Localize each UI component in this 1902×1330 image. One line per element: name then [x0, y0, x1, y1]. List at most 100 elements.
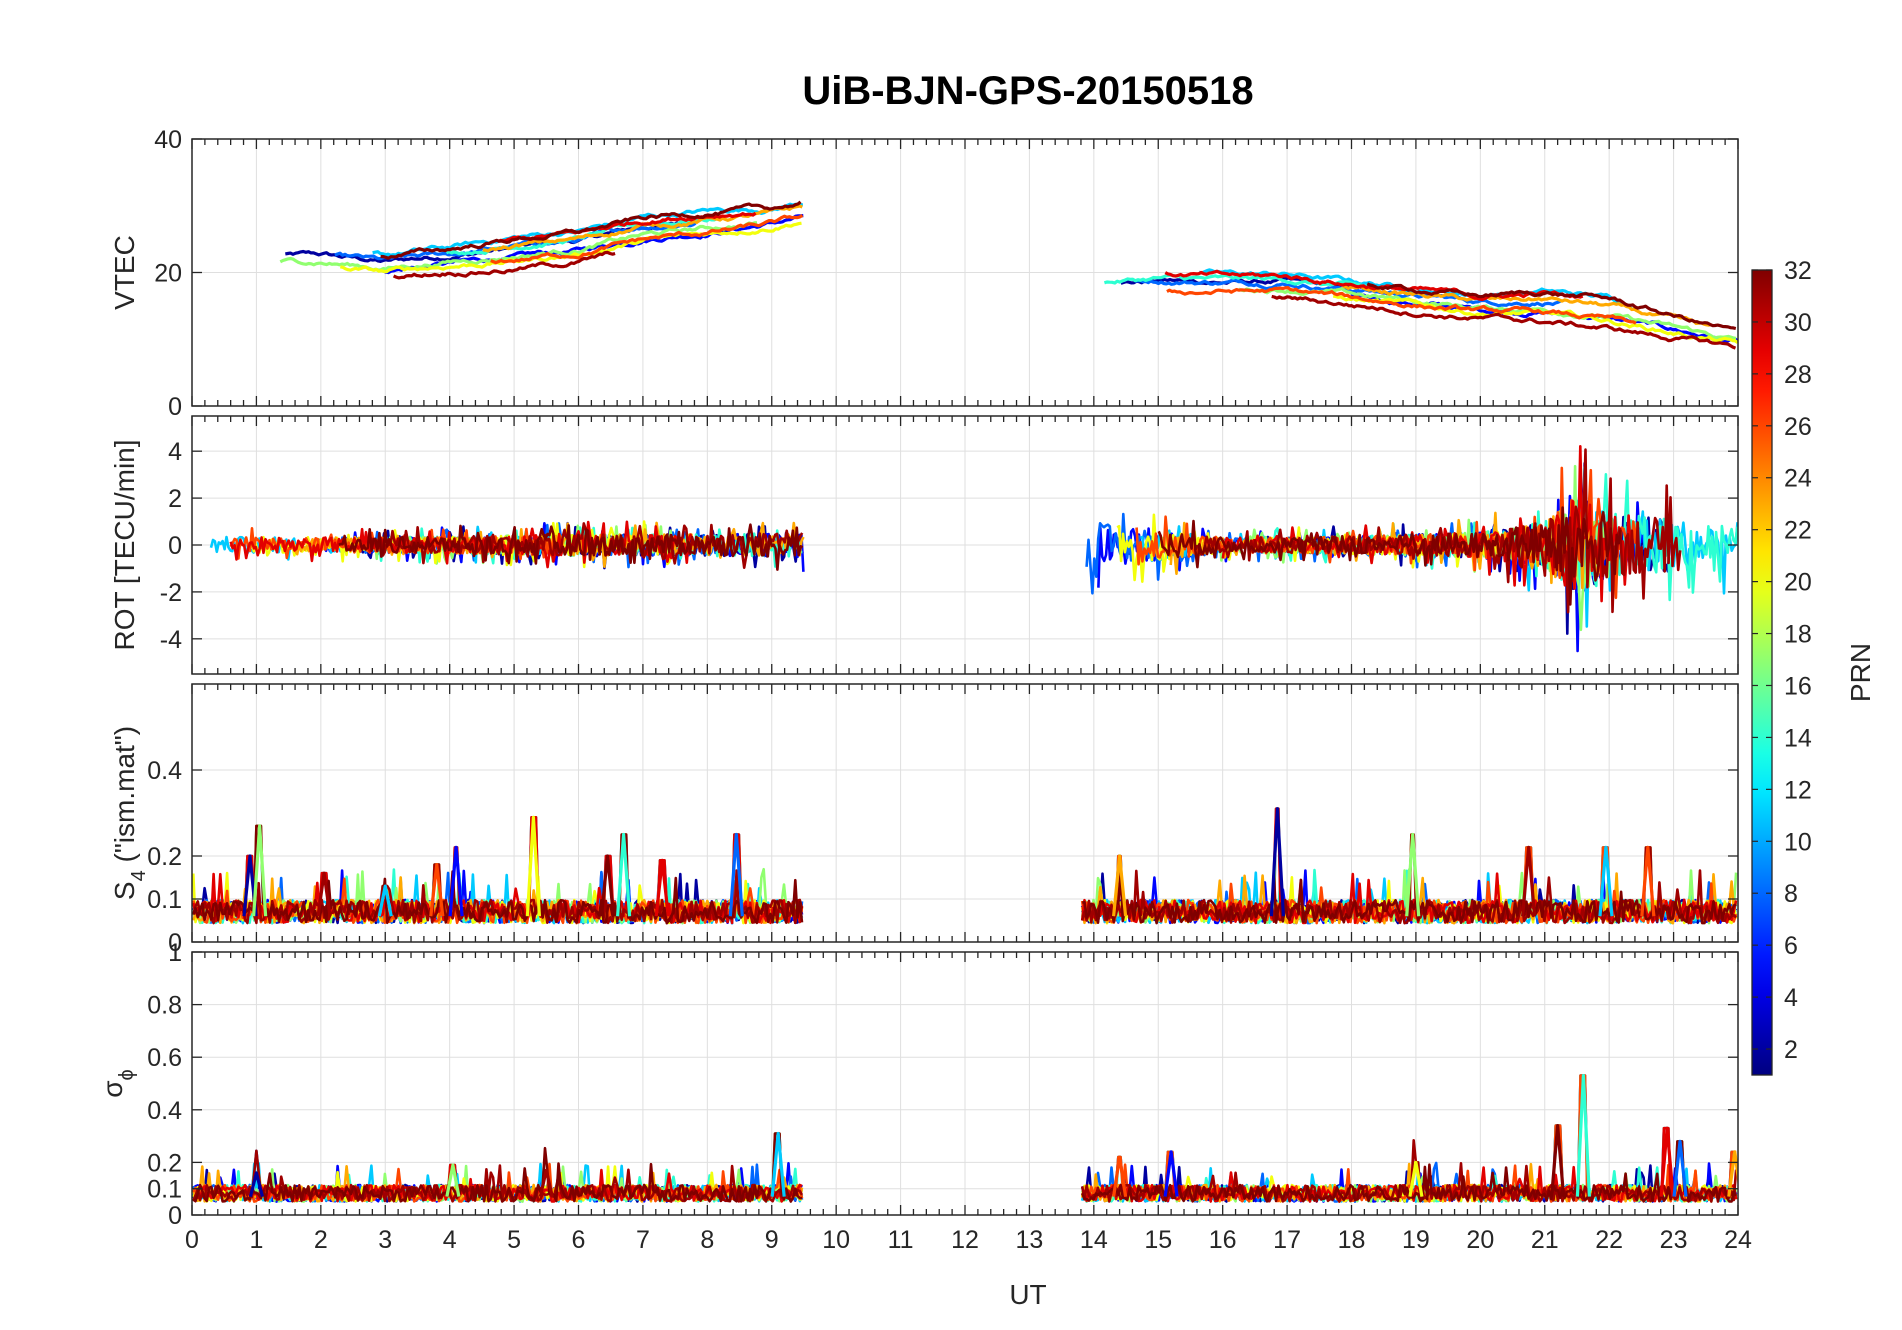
spike-mark [770, 1131, 786, 1197]
x-tick-label: 14 [1080, 1226, 1108, 1254]
spike-mark [1269, 807, 1286, 917]
x-tick-label: 20 [1466, 1226, 1494, 1254]
colorbar-tick-label: 24 [1784, 465, 1812, 493]
x-tick-label: 13 [1016, 1226, 1044, 1254]
vtec-prn-17 [279, 221, 758, 272]
x-tick-label: 24 [1724, 1226, 1752, 1254]
y-tick-label: 0.2 [147, 843, 182, 871]
x-axis-label: UT [1009, 1279, 1046, 1310]
panel-vtec: 0 20 40 VTEC [109, 126, 1739, 421]
x-tick-label: 0 [185, 1226, 199, 1254]
vtec-prn-32 [380, 200, 802, 260]
rot-prn-31 [1193, 448, 1682, 614]
y-axis-label-subscript: 4 [128, 870, 150, 881]
y-tick-label: 0.1 [147, 1176, 182, 1204]
y-tick-label: 0 [168, 532, 182, 560]
colorbar-label: PRN [1845, 643, 1876, 702]
y-axis-label-vtec: VTEC [109, 235, 140, 310]
series-vtec [279, 200, 1738, 350]
colorbar-tick-label: 12 [1784, 776, 1812, 804]
vtec-prn-26 [490, 214, 804, 265]
y-axis-label-tail: ("ism.mat") [109, 726, 140, 870]
panel-rot: -4 -2 0 2 4 ROT [TECU/min] [109, 415, 1739, 675]
colorbar-tick-label: 30 [1784, 309, 1812, 337]
x-tick-label: 6 [572, 1226, 586, 1254]
colorbar-tick-label: 4 [1784, 984, 1798, 1012]
spike-mark [377, 884, 393, 917]
x-tick-label: 9 [765, 1226, 779, 1254]
spike-mark [728, 832, 744, 917]
spike-mark [1672, 1139, 1688, 1197]
ticks-sigma [191, 951, 1739, 1216]
x-tick-label: 10 [822, 1226, 850, 1254]
y-axis-label-text: ROT [TECU/min] [109, 439, 140, 650]
colorbar-tick-label: 10 [1784, 828, 1812, 856]
grid-vtec [191, 138, 1739, 407]
spike-mark [1521, 845, 1537, 917]
x-tick-label: 18 [1338, 1226, 1366, 1254]
y-axis-label-rot: ROT [TECU/min] [109, 439, 140, 650]
spike-mark [1112, 1155, 1128, 1197]
y-tick-label: 0 [168, 1202, 182, 1230]
spike-mark [1598, 845, 1614, 917]
panel-sigma: 00.10.2 0.4 0.6 0.8 1 σϕ [97, 939, 1739, 1230]
colorbar-tick-label: 22 [1784, 517, 1812, 545]
colorbar-tick-label: 32 [1784, 257, 1812, 285]
spike-mark [248, 1171, 264, 1197]
spike-mark [1405, 832, 1421, 917]
x-tick-label: 22 [1595, 1226, 1623, 1254]
vtec-prn-31 [1271, 294, 1737, 350]
spike-mark [599, 854, 616, 917]
y-tick-label: 0.4 [147, 757, 182, 785]
y-tick-label: 0.8 [147, 992, 182, 1020]
vtec-prn-32 [1366, 282, 1737, 331]
spike-mark [654, 858, 670, 917]
colorbar-tick-label: 16 [1784, 672, 1812, 700]
series-s4 [192, 807, 1738, 925]
y-tick-label: -4 [160, 626, 182, 654]
y-axis-label-subscript: ϕ [116, 1069, 138, 1080]
x-tick-label: 23 [1660, 1226, 1688, 1254]
y-tick-label: 0.4 [147, 1097, 182, 1125]
spike-mark [1659, 1126, 1675, 1197]
y-axis-label-text: S [109, 881, 140, 900]
colorbar-tick-label: 6 [1784, 932, 1798, 960]
vtec-prn-14 [1103, 273, 1370, 288]
y-tick-label: -2 [160, 579, 182, 607]
x-tick-label: 4 [443, 1226, 457, 1254]
y-axis-label-text: σ [97, 1080, 128, 1097]
colorbar-tick-label: 14 [1784, 724, 1812, 752]
spike-mark [445, 1163, 461, 1197]
s4-prn-32 [192, 824, 804, 925]
y-axis-label-s4: S4 ("ism.mat") [109, 726, 150, 900]
spike-mark [1163, 1150, 1179, 1197]
ticks-s4 [191, 684, 1739, 943]
spike-mark [1550, 1123, 1566, 1197]
vtec-prn-29 [497, 211, 757, 244]
series-rot [209, 445, 1738, 653]
colorbar-tick-label: 20 [1784, 569, 1812, 597]
vtec-prn-23 [1342, 284, 1712, 327]
sigma-prn-29 [192, 1163, 803, 1203]
y-tick-label: 0.6 [147, 1044, 182, 1072]
x-tick-label: 15 [1144, 1226, 1172, 1254]
spike-mark [615, 832, 632, 917]
y-tick-label: 0.1 [147, 886, 182, 914]
x-tick-label: 16 [1209, 1226, 1237, 1254]
x-tick-label: 2 [314, 1226, 328, 1254]
x-tick-label: 1 [249, 1226, 263, 1254]
colorbar-tick-label: 26 [1784, 413, 1812, 441]
colorbar-tick-label: 2 [1784, 1036, 1798, 1064]
spike-mark [538, 1168, 554, 1197]
rot-prn-32 [1157, 506, 1622, 606]
spike-mark [1575, 1074, 1591, 1197]
chart-title: UiB-BJN-GPS-20150518 [802, 69, 1253, 113]
colorbar-tick-label: 18 [1784, 621, 1812, 649]
y-axis-label-sigma: σϕ [97, 1069, 138, 1097]
spike-mark [1727, 1150, 1738, 1197]
y-tick-label: 20 [154, 260, 182, 288]
y-tick-label: 0 [168, 929, 182, 957]
